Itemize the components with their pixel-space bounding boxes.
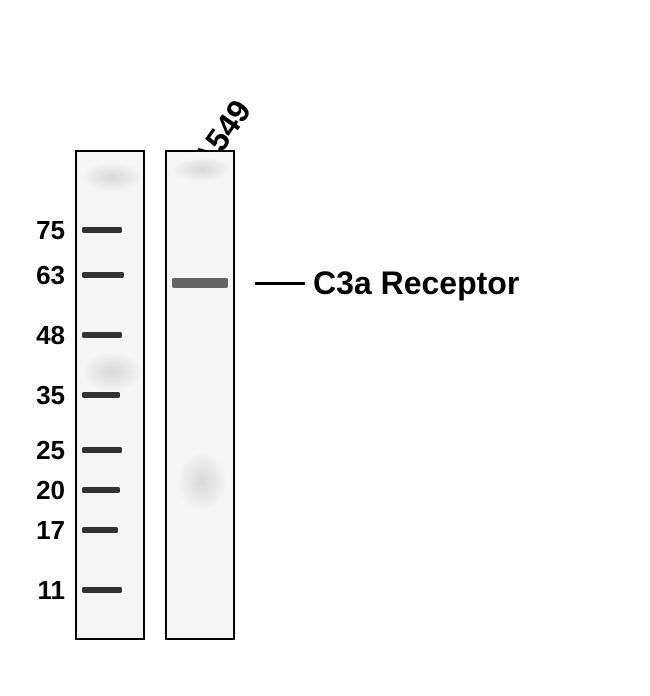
marker-band [82, 227, 122, 233]
marker-band [82, 332, 122, 338]
mw-label: 20 [15, 475, 65, 506]
lane-smudge [177, 452, 227, 512]
marker-band [82, 527, 118, 533]
lane-smudge [82, 352, 142, 392]
western-blot-figure: A549 75 63 48 35 25 20 17 11 C3a Recepto… [0, 0, 650, 696]
mw-label: 63 [15, 260, 65, 291]
pointer-line [255, 282, 305, 285]
marker-band [82, 272, 124, 278]
target-label: C3a Receptor [313, 265, 519, 302]
mw-label: 48 [15, 320, 65, 351]
target-band-label-container: C3a Receptor [255, 265, 519, 302]
sample-band [172, 278, 228, 288]
mw-label: 11 [15, 575, 65, 606]
sample-lane [165, 150, 235, 640]
mw-label: 35 [15, 380, 65, 411]
mw-label: 75 [15, 215, 65, 246]
marker-band [82, 447, 122, 453]
lane-smudge [82, 162, 142, 192]
marker-band [82, 587, 122, 593]
mw-label: 25 [15, 435, 65, 466]
marker-band [82, 392, 120, 398]
marker-band [82, 487, 120, 493]
lane-smudge [172, 157, 232, 182]
mw-label: 17 [15, 515, 65, 546]
